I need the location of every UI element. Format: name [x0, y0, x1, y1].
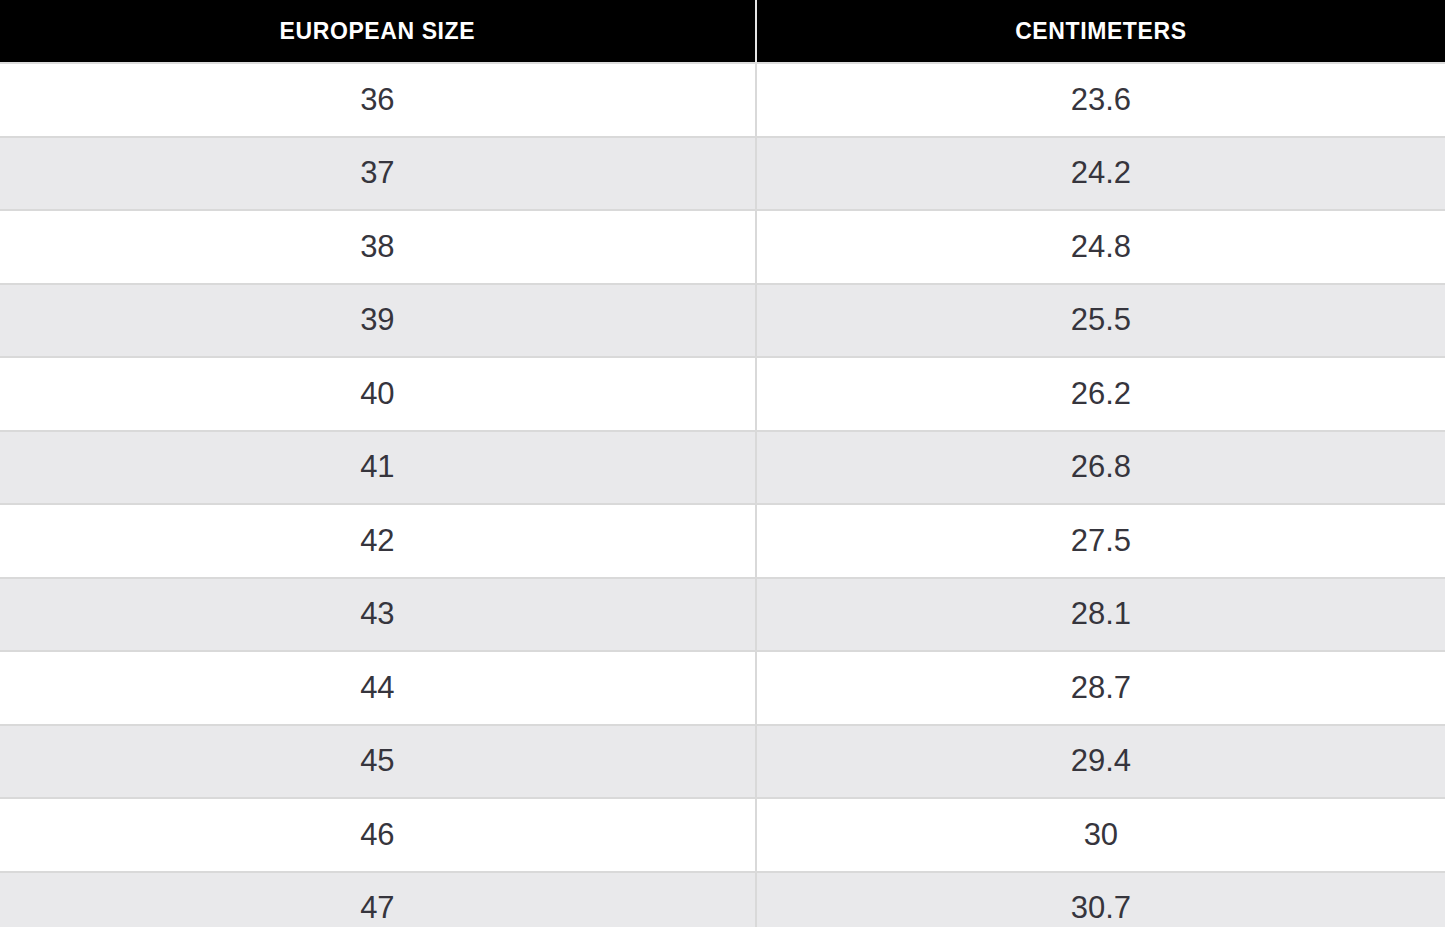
- table-header: EUROPEAN SIZE CENTIMETERS: [0, 0, 1445, 63]
- table-row: 43 28.1: [0, 578, 1445, 652]
- centimeters-cell: 27.5: [756, 504, 1445, 578]
- column-header-centimeters: CENTIMETERS: [756, 0, 1445, 63]
- centimeters-cell: 30.7: [756, 872, 1445, 927]
- centimeters-cell: 28.7: [756, 651, 1445, 725]
- header-row: EUROPEAN SIZE CENTIMETERS: [0, 0, 1445, 63]
- european-size-cell: 41: [0, 431, 756, 505]
- table-row: 44 28.7: [0, 651, 1445, 725]
- centimeters-cell: 30: [756, 798, 1445, 872]
- european-size-cell: 36: [0, 63, 756, 137]
- table-row: 37 24.2: [0, 137, 1445, 211]
- centimeters-cell: 28.1: [756, 578, 1445, 652]
- centimeters-cell: 26.2: [756, 357, 1445, 431]
- european-size-cell: 42: [0, 504, 756, 578]
- centimeters-cell: 24.2: [756, 137, 1445, 211]
- column-header-european-size: EUROPEAN SIZE: [0, 0, 756, 63]
- table-row: 42 27.5: [0, 504, 1445, 578]
- european-size-cell: 37: [0, 137, 756, 211]
- table-row: 45 29.4: [0, 725, 1445, 799]
- table-row: 38 24.8: [0, 210, 1445, 284]
- centimeters-cell: 29.4: [756, 725, 1445, 799]
- centimeters-cell: 24.8: [756, 210, 1445, 284]
- european-size-cell: 44: [0, 651, 756, 725]
- table-row: 39 25.5: [0, 284, 1445, 358]
- centimeters-cell: 26.8: [756, 431, 1445, 505]
- european-size-cell: 47: [0, 872, 756, 927]
- table-row: 40 26.2: [0, 357, 1445, 431]
- table-row: 46 30: [0, 798, 1445, 872]
- table-row: 47 30.7: [0, 872, 1445, 927]
- european-size-cell: 46: [0, 798, 756, 872]
- table-row: 41 26.8: [0, 431, 1445, 505]
- european-size-cell: 38: [0, 210, 756, 284]
- european-size-cell: 39: [0, 284, 756, 358]
- table-row: 36 23.6: [0, 63, 1445, 137]
- european-size-cell: 40: [0, 357, 756, 431]
- european-size-cell: 43: [0, 578, 756, 652]
- size-chart-page: EUROPEAN SIZE CENTIMETERS 36 23.6 37 24.…: [0, 0, 1445, 927]
- centimeters-cell: 25.5: [756, 284, 1445, 358]
- size-conversion-table: EUROPEAN SIZE CENTIMETERS 36 23.6 37 24.…: [0, 0, 1445, 927]
- centimeters-cell: 23.6: [756, 63, 1445, 137]
- table-body: 36 23.6 37 24.2 38 24.8 39 25.5 40 26.2 …: [0, 63, 1445, 927]
- european-size-cell: 45: [0, 725, 756, 799]
